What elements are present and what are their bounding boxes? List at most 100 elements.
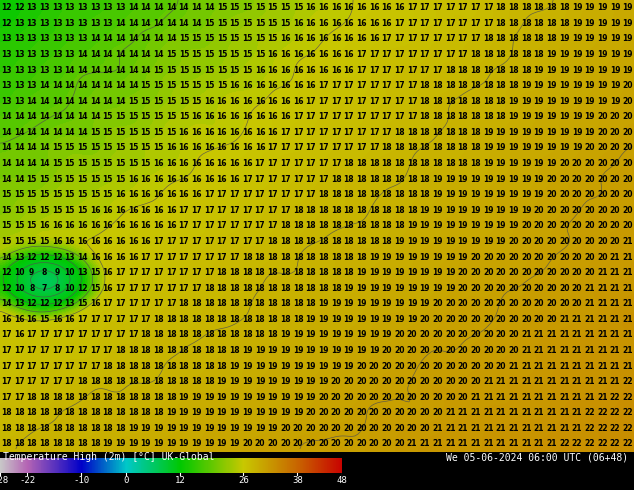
Text: 18: 18: [191, 299, 202, 308]
Text: 17: 17: [115, 315, 126, 324]
Text: 15: 15: [128, 144, 138, 152]
Text: 15: 15: [14, 237, 24, 246]
Text: 21: 21: [470, 393, 481, 402]
Text: 12: 12: [14, 3, 24, 12]
Text: 10: 10: [65, 268, 75, 277]
Text: 19: 19: [623, 34, 633, 44]
Text: 18: 18: [268, 252, 278, 262]
Text: 18: 18: [394, 206, 404, 215]
Text: 20: 20: [623, 112, 633, 122]
Text: 15: 15: [141, 144, 151, 152]
Text: 20: 20: [445, 362, 455, 370]
Bar: [202, 458, 204, 473]
Text: 16: 16: [356, 3, 366, 12]
Text: 19: 19: [204, 408, 214, 417]
Text: 17: 17: [420, 19, 430, 28]
Text: 20: 20: [356, 424, 366, 433]
Bar: [28, 458, 29, 473]
Text: 19: 19: [483, 190, 493, 199]
Text: 17: 17: [242, 221, 252, 230]
Text: 15: 15: [1, 237, 11, 246]
Text: 17: 17: [394, 97, 404, 106]
Text: 21: 21: [521, 362, 531, 370]
Text: 20: 20: [470, 362, 481, 370]
Text: 18: 18: [521, 66, 531, 74]
Text: 18: 18: [217, 330, 227, 340]
Text: 16: 16: [166, 159, 176, 168]
Text: 19: 19: [496, 159, 506, 168]
Text: 18: 18: [344, 252, 354, 262]
Text: 14: 14: [52, 128, 62, 137]
Text: 19: 19: [141, 424, 151, 433]
Text: 17: 17: [306, 174, 316, 184]
Text: 16: 16: [344, 34, 354, 44]
Text: 15: 15: [77, 159, 87, 168]
Text: 15: 15: [141, 159, 151, 168]
Text: 17: 17: [432, 34, 443, 44]
Bar: [41, 458, 42, 473]
Text: 18: 18: [394, 221, 404, 230]
Text: 19: 19: [470, 206, 481, 215]
Bar: [88, 458, 89, 473]
Bar: [53, 458, 55, 473]
Text: 17: 17: [166, 237, 176, 246]
Text: 21: 21: [559, 424, 569, 433]
Text: 15: 15: [255, 19, 265, 28]
Bar: [72, 458, 73, 473]
Text: 15: 15: [90, 190, 100, 199]
Bar: [131, 458, 133, 473]
Text: 20: 20: [508, 315, 519, 324]
Text: 19: 19: [420, 252, 430, 262]
Bar: [207, 458, 208, 473]
Bar: [204, 458, 205, 473]
Bar: [285, 458, 287, 473]
Text: 14: 14: [1, 112, 11, 122]
Bar: [125, 458, 126, 473]
Text: 19: 19: [547, 81, 557, 90]
Bar: [115, 458, 116, 473]
Text: 17: 17: [153, 284, 164, 293]
Text: 16: 16: [217, 97, 227, 106]
Bar: [71, 458, 72, 473]
Text: 21: 21: [496, 440, 506, 448]
Text: 17: 17: [382, 66, 392, 74]
Text: 19: 19: [318, 346, 328, 355]
Bar: [64, 458, 65, 473]
Text: 19: 19: [255, 393, 265, 402]
Text: 15: 15: [27, 206, 37, 215]
Text: 16: 16: [230, 81, 240, 90]
Text: 17: 17: [115, 299, 126, 308]
Text: 20: 20: [432, 362, 443, 370]
Text: 20: 20: [496, 315, 506, 324]
Text: 18: 18: [255, 299, 265, 308]
Bar: [249, 458, 250, 473]
Text: 19: 19: [242, 424, 252, 433]
Text: 20: 20: [331, 377, 341, 386]
Text: 16: 16: [191, 144, 202, 152]
Text: 21: 21: [496, 393, 506, 402]
Text: 20: 20: [306, 440, 316, 448]
Text: 19: 19: [572, 19, 582, 28]
Text: 19: 19: [382, 252, 392, 262]
Text: 19: 19: [559, 144, 569, 152]
Text: 14: 14: [65, 66, 75, 74]
Text: 20: 20: [610, 144, 620, 152]
Text: 20: 20: [496, 362, 506, 370]
Text: 18: 18: [141, 377, 151, 386]
Text: 15: 15: [103, 144, 113, 152]
Text: 19: 19: [547, 97, 557, 106]
Bar: [183, 458, 184, 473]
Text: 20: 20: [597, 174, 607, 184]
Text: 18: 18: [90, 424, 100, 433]
Text: 17: 17: [420, 3, 430, 12]
Bar: [274, 458, 275, 473]
Bar: [318, 458, 320, 473]
Text: 17: 17: [191, 284, 202, 293]
Text: 8: 8: [55, 284, 60, 293]
Text: 18: 18: [27, 408, 37, 417]
Text: 16: 16: [318, 19, 328, 28]
Text: 18: 18: [90, 393, 100, 402]
Text: 19: 19: [559, 50, 569, 59]
Bar: [255, 458, 256, 473]
Text: 17: 17: [153, 237, 164, 246]
